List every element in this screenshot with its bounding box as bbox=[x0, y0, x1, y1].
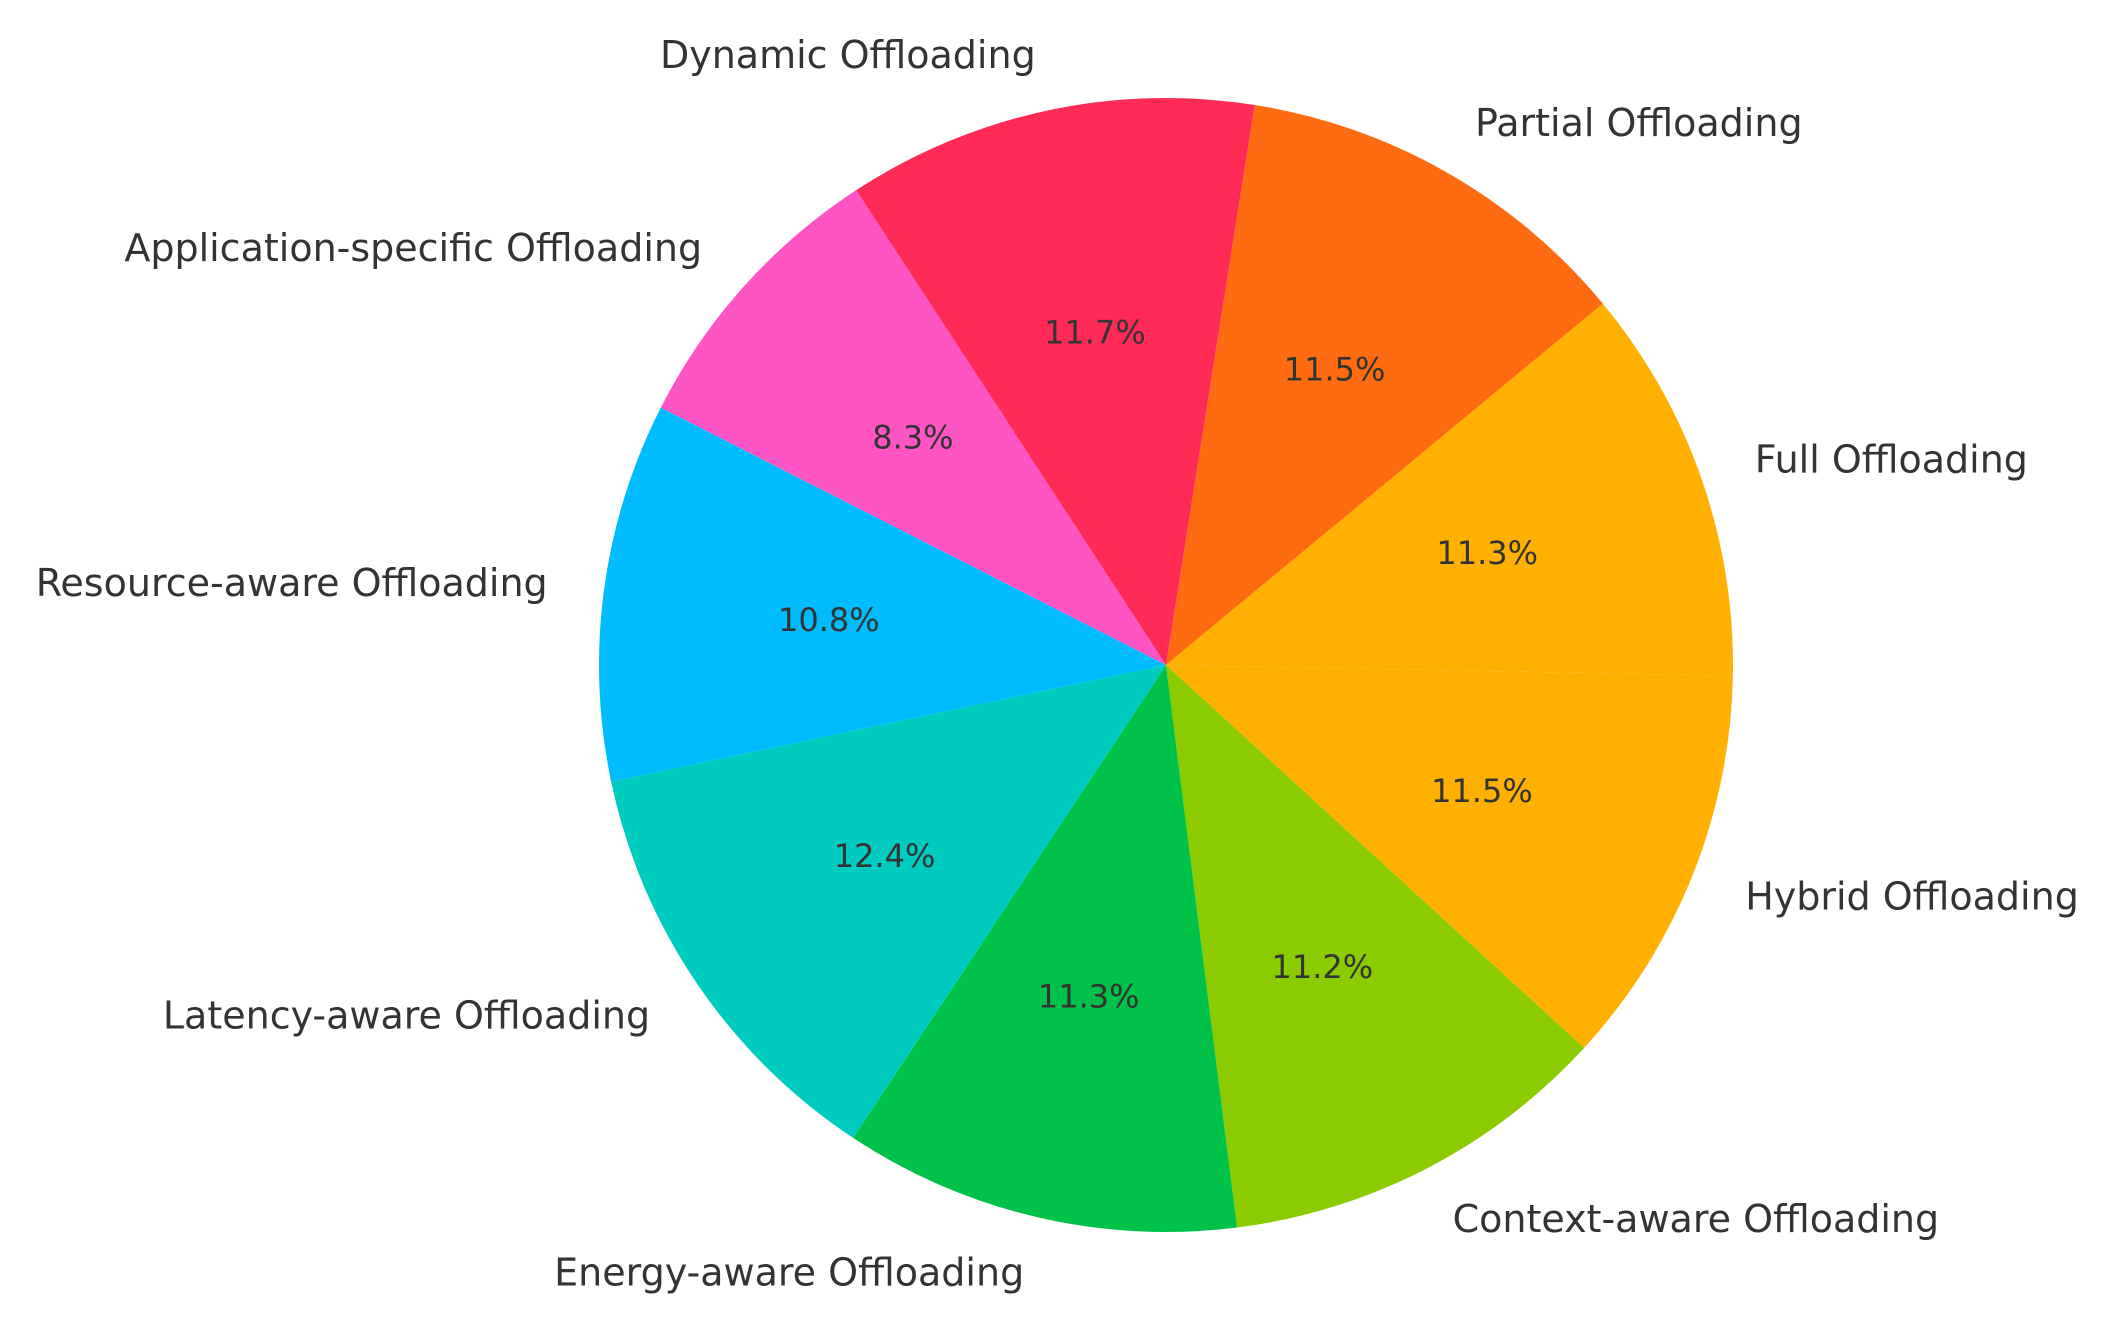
pie-slice-energy-aware-offloading bbox=[853, 665, 1238, 1232]
percentage-label: 11.3% bbox=[1038, 977, 1140, 1015]
percentage-label: 11.7% bbox=[1044, 313, 1146, 351]
percentage-label: 8.3% bbox=[872, 419, 953, 457]
pie-slice-latency-aware-offloading bbox=[611, 665, 1166, 1138]
percentage-label: 11.3% bbox=[1436, 534, 1538, 572]
percentage-label: 11.5% bbox=[1284, 351, 1386, 389]
category-label: Partial Offloading bbox=[1475, 101, 1803, 145]
category-label: Latency-aware Offloading bbox=[163, 994, 650, 1038]
category-label: Context-aware Offloading bbox=[1453, 1197, 1940, 1241]
pie-slice-hybrid-offloading bbox=[1166, 665, 1733, 1048]
pie-slice-resource-aware-offloading bbox=[598, 407, 1166, 782]
category-labels: Partial Offloading Full Offloading Hybrid … bbox=[36, 33, 2079, 1294]
category-label: Hybrid Offloading bbox=[1745, 874, 2079, 918]
category-label: Resource-aware Offloading bbox=[36, 561, 548, 605]
pie-slices bbox=[598, 97, 1734, 1232]
percentage-label: 11.2% bbox=[1271, 948, 1373, 986]
category-label: Application-specific Offloading bbox=[124, 226, 702, 270]
percentage-labels: 11.5% 11.3% 11.5% 11.2% 11.3% 12.4% 10.8% 8.3% 1… bbox=[778, 313, 1538, 1015]
category-label: Full Offloading bbox=[1755, 437, 2028, 481]
pie-slice-application-specific-offloading bbox=[660, 190, 1166, 665]
category-label: Dynamic Offloading bbox=[660, 33, 1036, 77]
percentage-label: 10.8% bbox=[778, 601, 880, 639]
category-label: Energy-aware Offloading bbox=[554, 1250, 1024, 1294]
pie-slice-full-offloading bbox=[1166, 303, 1734, 676]
percentage-label: 11.5% bbox=[1431, 772, 1533, 810]
pie-slice-dynamic-offloading bbox=[856, 97, 1255, 665]
pie-slice-partial-offloading bbox=[1166, 104, 1603, 666]
percentage-label: 12.4% bbox=[834, 837, 936, 875]
pie-slice-context-aware-offloading bbox=[1166, 665, 1585, 1228]
